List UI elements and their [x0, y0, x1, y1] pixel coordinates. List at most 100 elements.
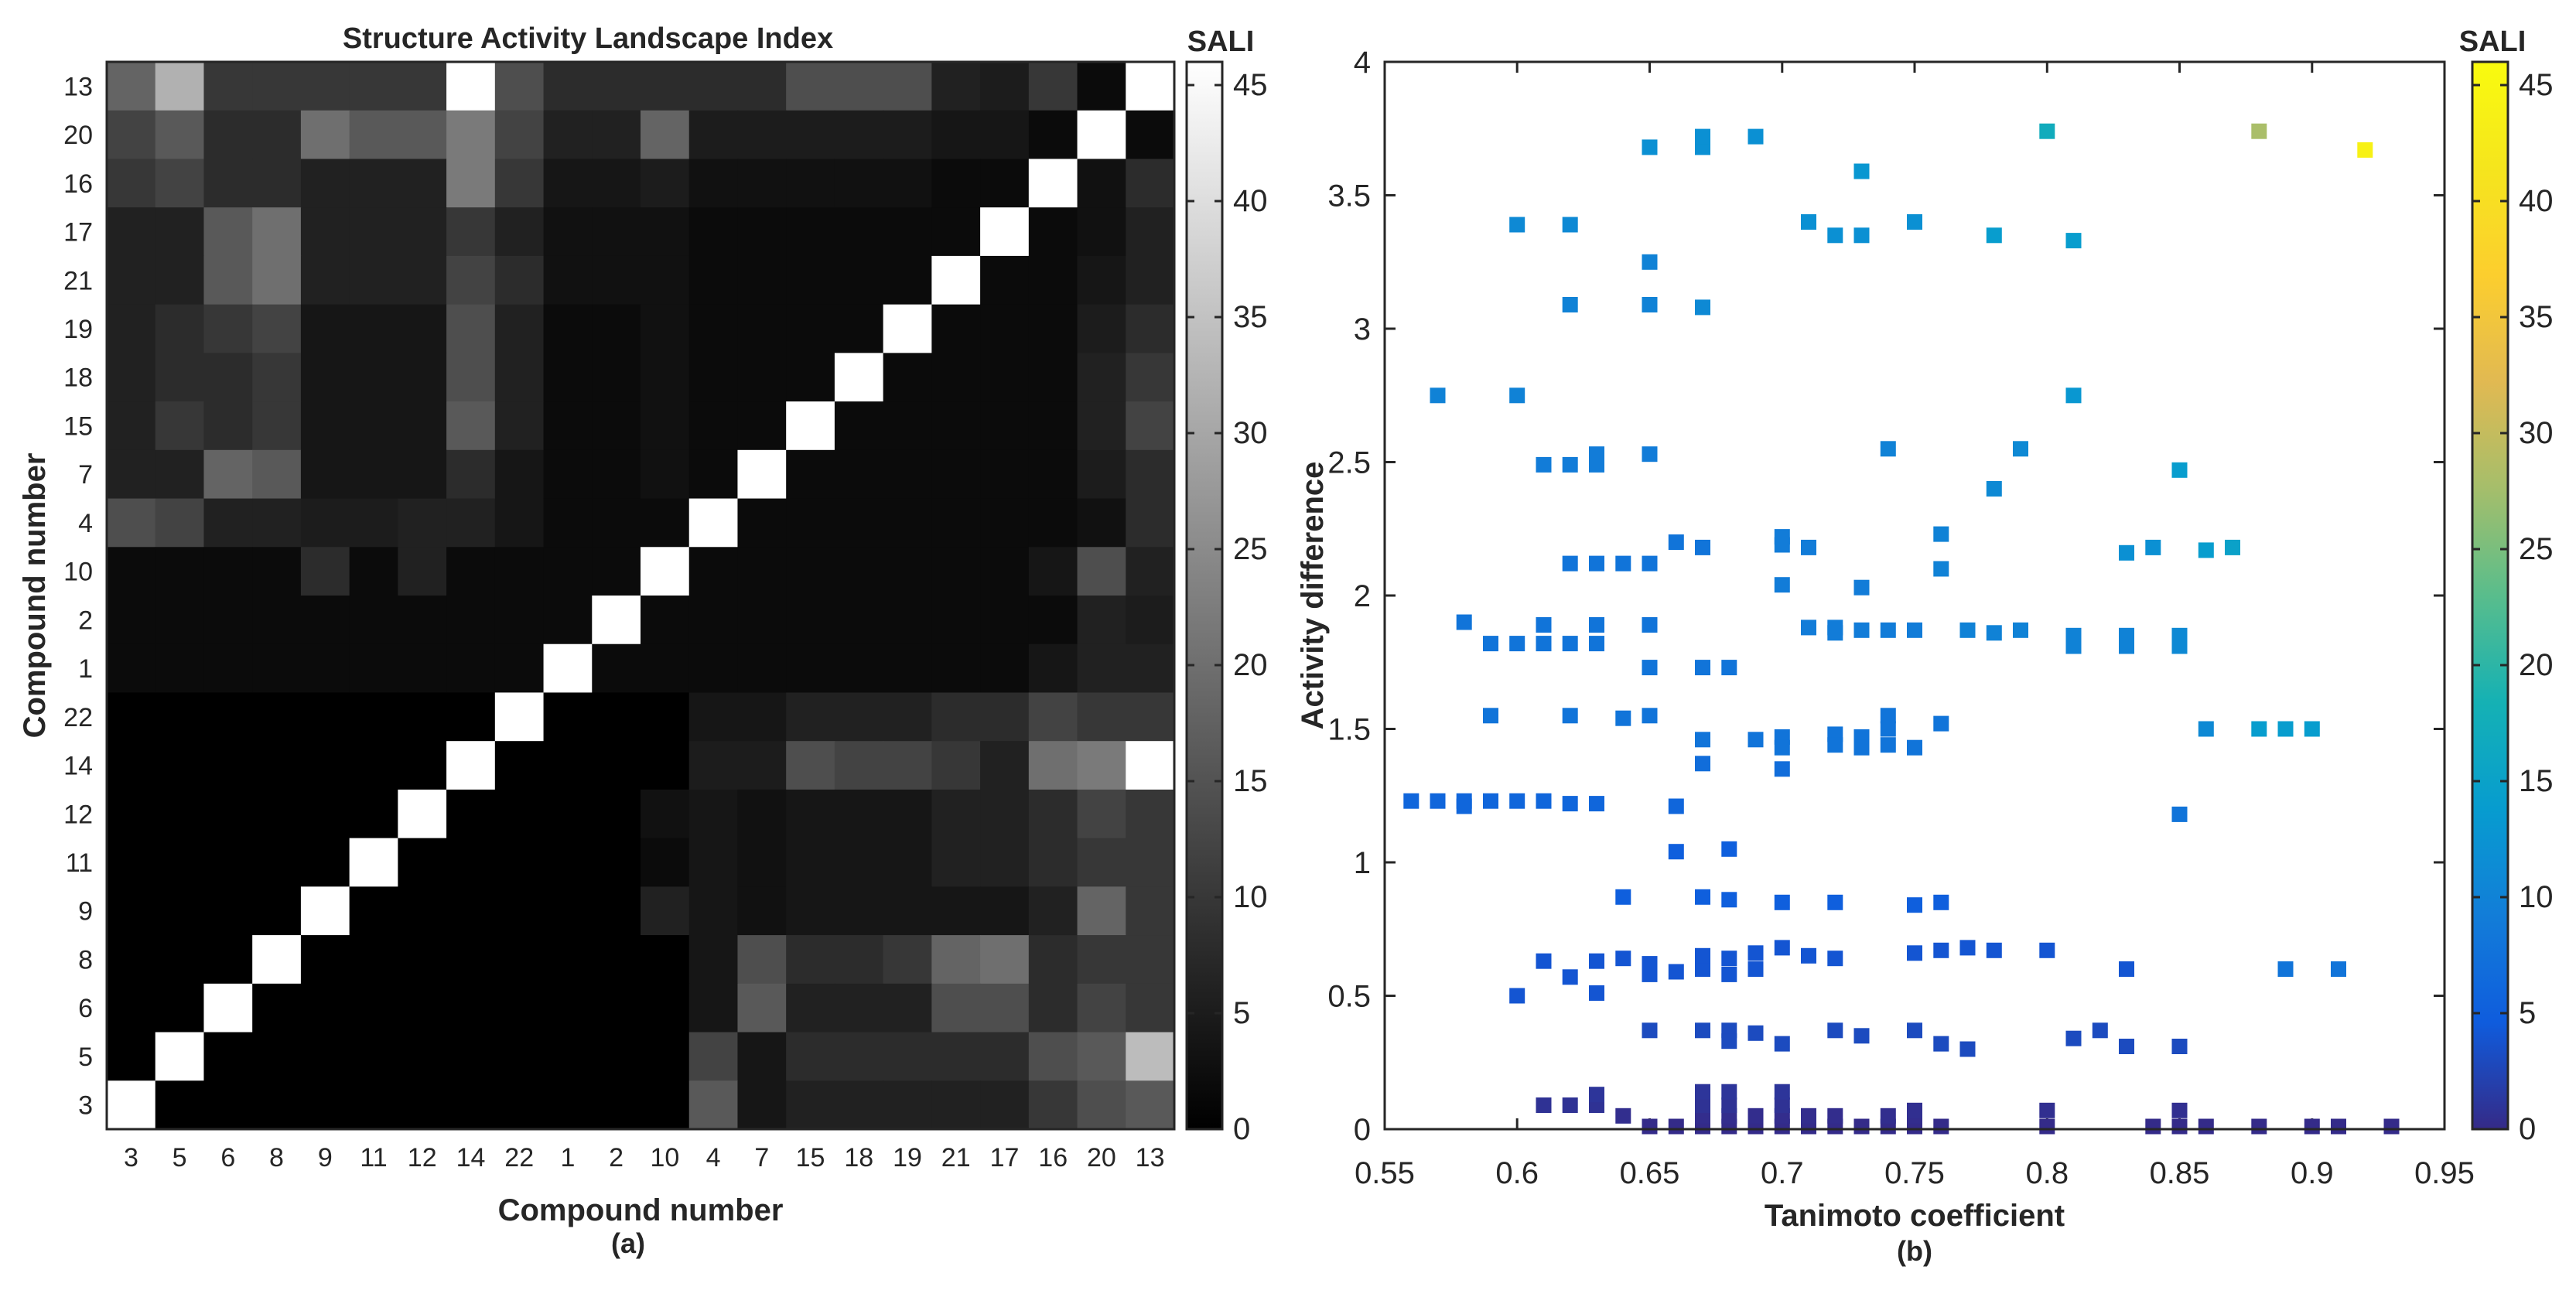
colorbar-tick-label: 30	[2519, 416, 2554, 450]
scatter-point	[1721, 951, 1737, 967]
heatmap-x-tick-label: 9	[318, 1143, 333, 1172]
heatmap-cell	[1126, 838, 1175, 887]
heatmap-cell	[883, 983, 932, 1033]
heatmap-cell	[543, 547, 593, 596]
scatter-point	[2171, 1102, 2188, 1118]
heatmap-cell	[688, 62, 739, 111]
scatter-colorbar-gradient	[2471, 60, 2509, 1131]
heatmap-cell	[398, 643, 447, 694]
scatter-point	[1907, 897, 1922, 913]
scatter-point	[1642, 139, 1658, 155]
scatter-point	[2251, 721, 2267, 737]
heatmap-cell	[300, 1080, 350, 1130]
heatmap-cell	[592, 159, 641, 208]
heatmap-cell	[1126, 1032, 1175, 1081]
heatmap-cell	[107, 401, 156, 451]
scatter-point	[1642, 555, 1658, 572]
heatmap-cell	[349, 838, 398, 887]
scatter-point	[1853, 163, 1870, 179]
heatmap-cell	[446, 886, 496, 936]
heatmap-cell	[883, 498, 932, 548]
heatmap-cell	[398, 498, 447, 548]
heatmap-y-tick-label: 18	[63, 364, 93, 393]
scatter-x-tick-label: 0.75	[1884, 1156, 1945, 1190]
scatter-x-tick-label: 0.95	[2414, 1156, 2475, 1190]
colorbar-tick-label: 0	[2519, 1112, 2536, 1146]
heatmap-x-axis-label: Compound number	[498, 1193, 784, 1227]
heatmap-cell	[543, 449, 593, 500]
scatter-point	[1562, 1097, 1578, 1113]
scatter-point	[1562, 708, 1578, 724]
heatmap-cell	[494, 692, 545, 742]
scatter-point	[2198, 1118, 2214, 1135]
heatmap-cell	[398, 741, 447, 790]
heatmap-cell	[494, 643, 545, 694]
heatmap-y-tick-label: 5	[78, 1043, 93, 1072]
heatmap-x-tick-label: 3	[124, 1143, 138, 1172]
scatter-point	[1456, 798, 1472, 814]
heatmap-cell	[398, 449, 447, 500]
heatmap-cell	[592, 110, 641, 160]
colorbar-tick-label: 10	[1233, 880, 1268, 914]
heatmap-cell	[349, 1080, 398, 1130]
heatmap-cell	[1077, 449, 1126, 500]
colorbar-tick-label: 40	[2519, 184, 2554, 218]
heatmap-cell	[349, 596, 398, 645]
heatmap-cell	[786, 304, 835, 353]
heatmap-cell	[398, 692, 447, 742]
heatmap-cell	[300, 789, 350, 839]
heatmap-cell	[737, 159, 787, 208]
heatmap-cell	[980, 255, 1030, 305]
scatter-point	[1933, 1036, 1949, 1052]
heatmap-cell	[349, 741, 398, 790]
heatmap-cell	[688, 1080, 739, 1130]
scatter-point	[1721, 892, 1737, 908]
heatmap-cell	[252, 983, 302, 1033]
heatmap-cell	[494, 207, 545, 257]
scatter-point	[1562, 555, 1578, 572]
heatmap-cell	[1028, 547, 1078, 596]
heatmap-cell	[1126, 1080, 1175, 1130]
heatmap-cell	[883, 207, 932, 257]
heatmap-cell	[1126, 62, 1175, 111]
scatter-point	[2039, 123, 2055, 139]
heatmap-cell	[931, 741, 981, 790]
heatmap-cell	[349, 159, 398, 208]
heatmap-cell	[592, 304, 641, 353]
heatmap-cell	[980, 596, 1030, 645]
heatmap-cell	[1126, 255, 1175, 305]
heatmap-cell	[1028, 789, 1078, 839]
heatmap-cell	[931, 110, 981, 160]
heatmap-cell	[543, 596, 593, 645]
scatter-point	[1774, 761, 1790, 777]
scatter-point	[1748, 1025, 1764, 1041]
scatter-point	[1827, 227, 1843, 244]
heatmap-cell	[641, 547, 690, 596]
scatter-y-tick-label: 0	[1354, 1113, 1371, 1147]
heatmap-cell	[107, 498, 156, 548]
scatter-point	[2013, 441, 2028, 457]
heatmap-cell	[1077, 838, 1126, 887]
heatmap-y-tick-label: 4	[78, 509, 93, 538]
heatmap-cell	[349, 449, 398, 500]
heatmap-cell	[980, 1080, 1030, 1130]
scatter-point	[1668, 534, 1684, 550]
heatmap-cell	[1077, 353, 1126, 402]
heatmap-cell	[592, 401, 641, 451]
heatmap-cell	[786, 838, 835, 887]
heatmap-cell	[980, 692, 1030, 742]
scatter-point	[1483, 793, 1498, 809]
heatmap-cell	[737, 1080, 787, 1130]
heatmap-cell	[883, 159, 932, 208]
heatmap-cell	[641, 692, 690, 742]
heatmap-cell	[494, 1080, 545, 1130]
scatter-points	[1403, 123, 2400, 1135]
heatmap-cell	[1077, 643, 1126, 694]
scatter-point	[1907, 214, 1922, 230]
heatmap-cell	[883, 255, 932, 305]
heatmap-cell	[980, 159, 1030, 208]
heatmap-cell	[737, 255, 787, 305]
heatmap-cell	[1028, 692, 1078, 742]
heatmap-cell	[834, 304, 884, 353]
heatmap-x-tick-label: 21	[941, 1143, 971, 1172]
